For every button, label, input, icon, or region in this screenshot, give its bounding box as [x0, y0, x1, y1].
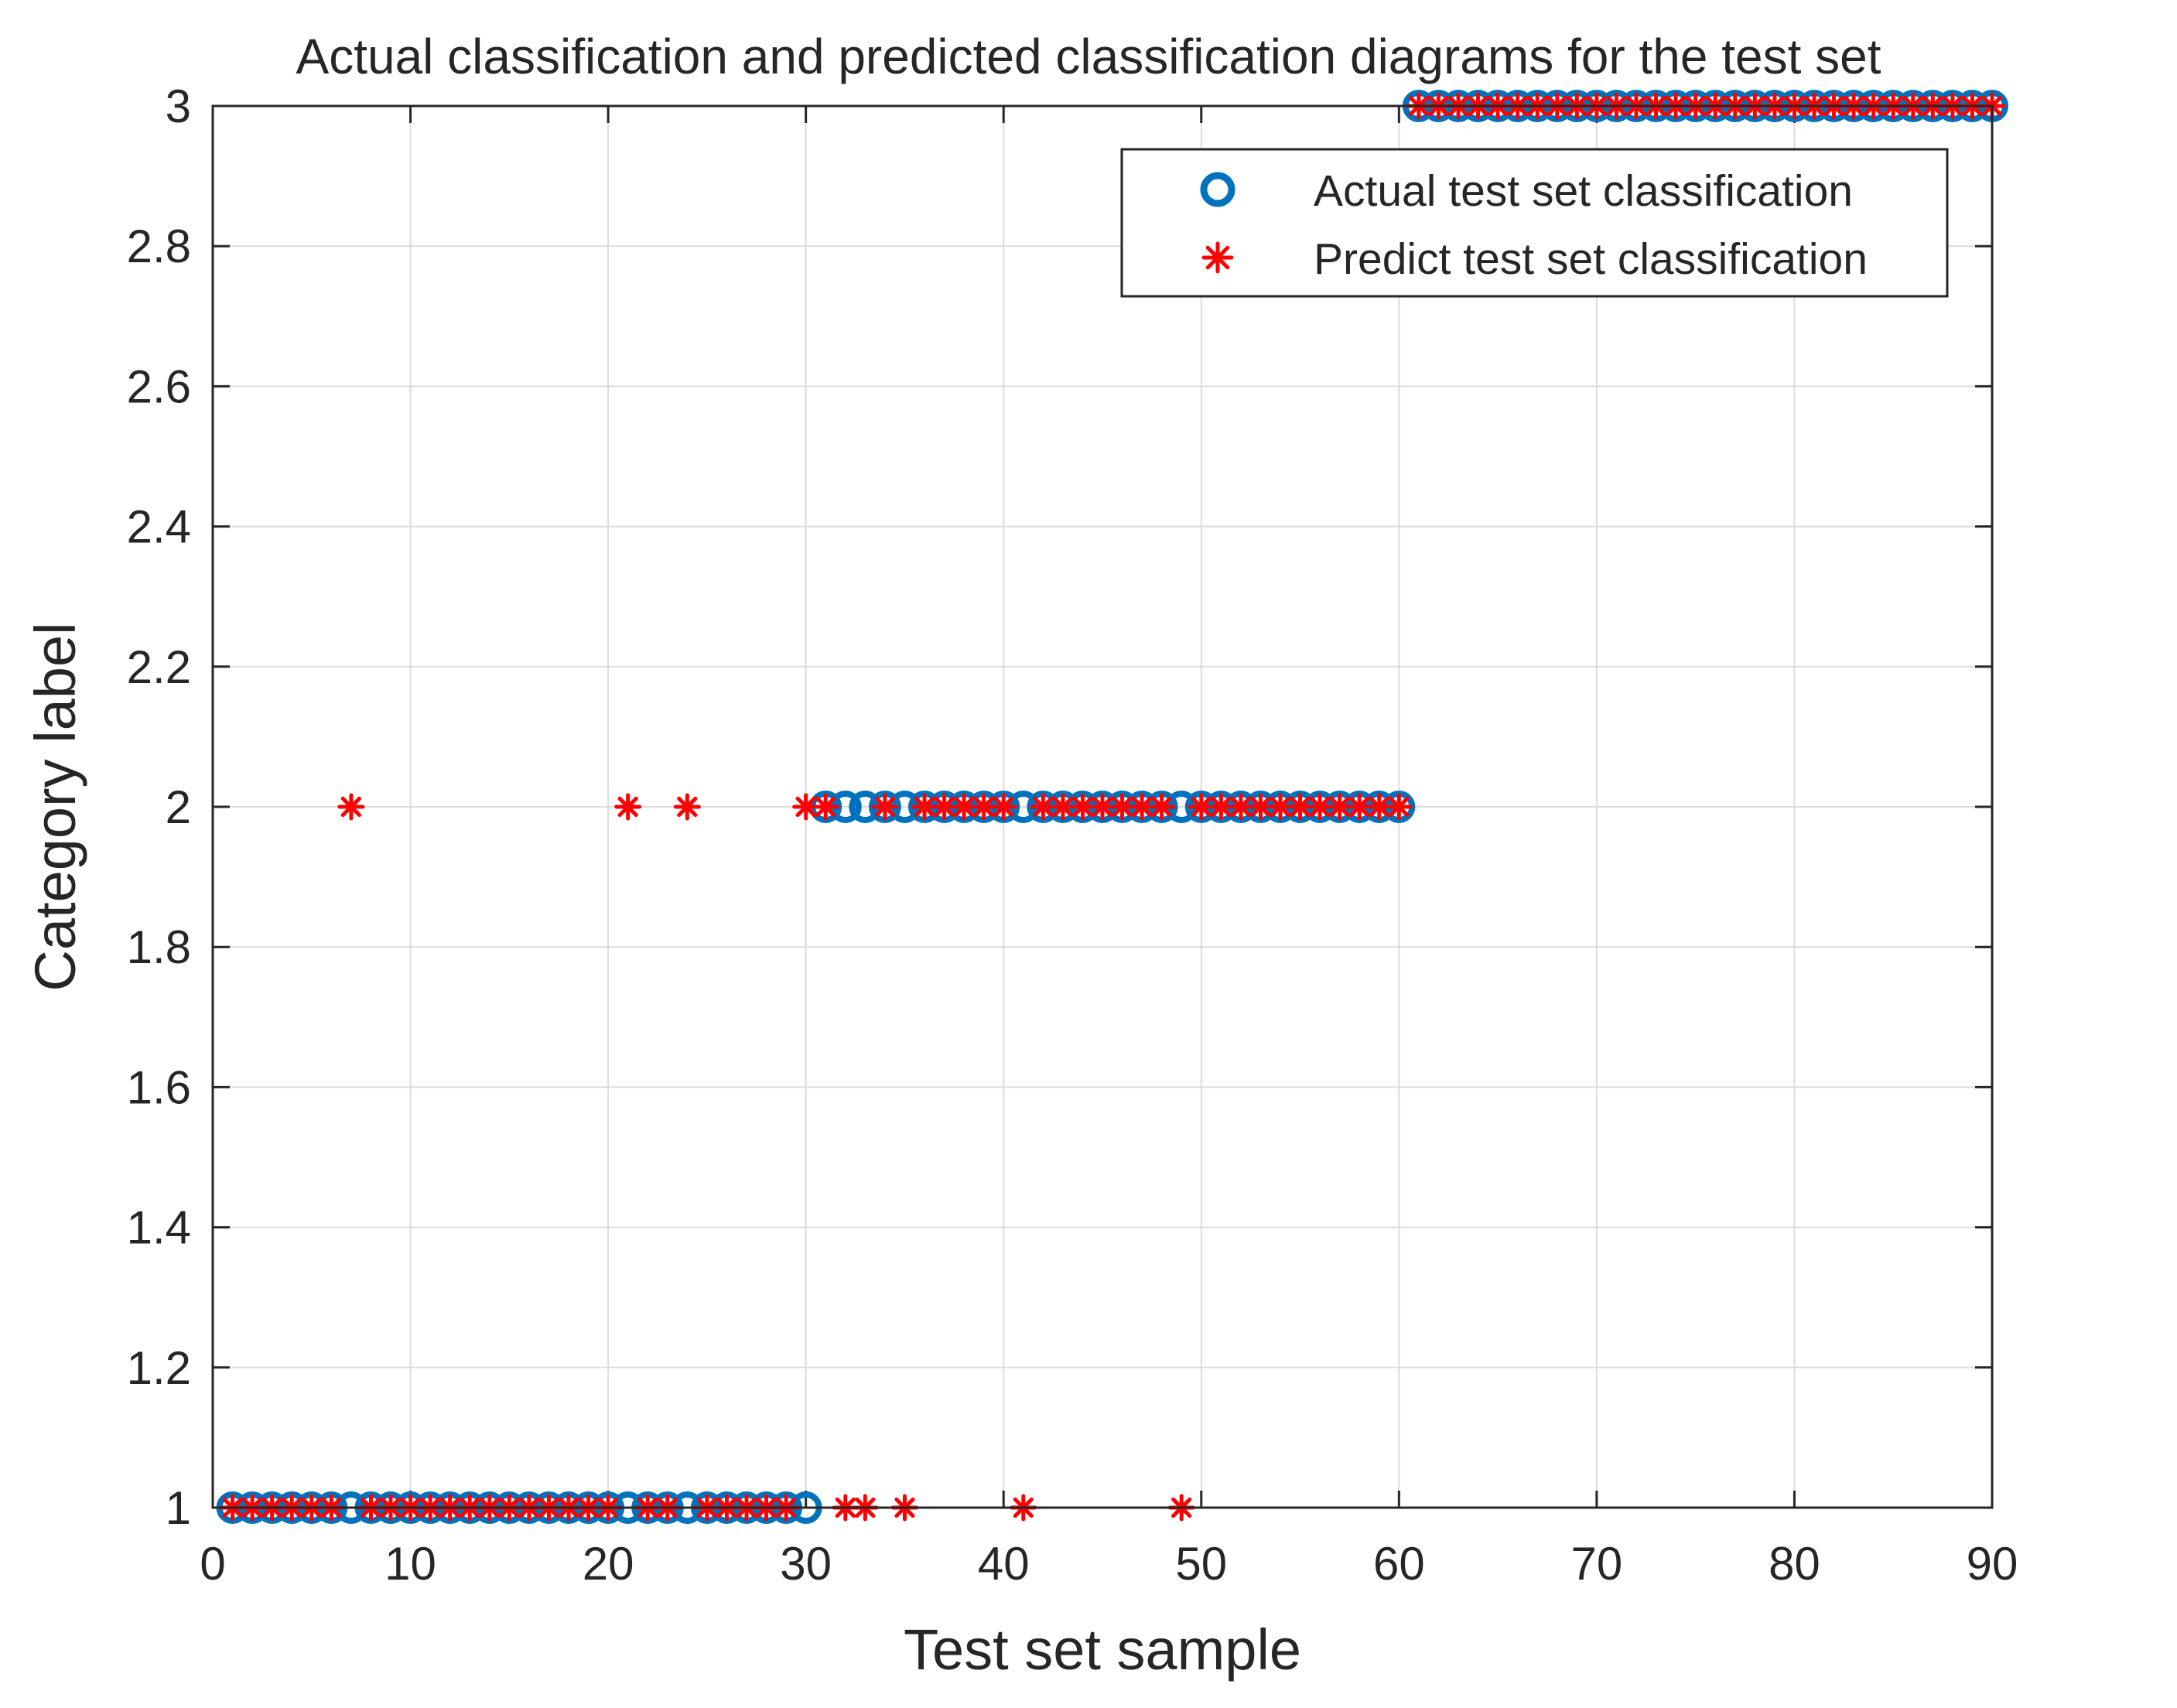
y-tick-label: 1.2 — [127, 1342, 191, 1394]
predict-point — [1287, 793, 1314, 821]
predict-point — [1266, 793, 1294, 821]
predict-point — [337, 793, 365, 821]
chart-title: Actual classification and predicted clas… — [296, 29, 1881, 84]
y-axis-title: Category label — [23, 622, 87, 991]
y-tick-labels: 1 1.2 1.4 1.6 1.8 2 2.2 2.4 2.6 2.8 3 — [127, 80, 191, 1534]
y-tick-label: 1.4 — [127, 1202, 191, 1254]
predict-point — [871, 793, 899, 821]
x-tick-label: 60 — [1373, 1538, 1425, 1590]
legend-circle-marker — [1200, 172, 1235, 207]
y-tick-label: 3 — [166, 80, 191, 132]
legend-box — [1120, 148, 1949, 298]
y-tick-label: 2.6 — [127, 360, 191, 412]
y-tick-label: 2.8 — [127, 220, 191, 272]
x-tick-label: 30 — [780, 1538, 832, 1590]
legend-label-predict: Predict test set classification — [1314, 234, 1868, 284]
predict-point — [812, 793, 839, 821]
y-tick-label: 2.4 — [127, 501, 191, 553]
y-tick-label: 1.8 — [127, 921, 191, 973]
predict-point — [614, 793, 642, 821]
predict-point — [673, 793, 701, 821]
y-tick-label: 2 — [166, 781, 191, 833]
plot-area-border — [211, 104, 1994, 1509]
y-tick-label: 1.6 — [127, 1061, 191, 1113]
x-tick-label: 50 — [1175, 1538, 1227, 1590]
predict-point — [989, 793, 1017, 821]
predict-point — [1128, 793, 1156, 821]
predict-point — [1385, 793, 1413, 821]
x-tick-labels: 0 10 20 30 40 50 60 70 80 90 — [200, 1538, 2018, 1590]
predict-point — [792, 793, 820, 821]
legend-label-actual: Actual test set classification — [1314, 166, 1853, 216]
asterisk-icon — [1201, 241, 1234, 274]
x-tick-label: 80 — [1769, 1538, 1820, 1590]
predict-point — [1029, 793, 1057, 821]
legend: Actual test set classification Predict t… — [1120, 148, 1949, 298]
predict-point — [1049, 793, 1077, 821]
x-tick-label: 70 — [1571, 1538, 1623, 1590]
x-axis-title: Test set sample — [904, 1617, 1301, 1682]
x-tick-label: 20 — [583, 1538, 634, 1590]
legend-asterisk-marker — [1201, 241, 1234, 274]
predict-point — [1148, 793, 1176, 821]
x-tick-label: 10 — [384, 1538, 436, 1590]
x-tick-label: 0 — [200, 1538, 225, 1590]
y-tick-label: 1 — [166, 1482, 191, 1534]
y-tick-label: 2.2 — [127, 641, 191, 693]
x-tick-label: 90 — [1967, 1538, 2018, 1590]
predict-point — [950, 793, 978, 821]
x-tick-label: 40 — [978, 1538, 1030, 1590]
predict-point — [1088, 793, 1116, 821]
